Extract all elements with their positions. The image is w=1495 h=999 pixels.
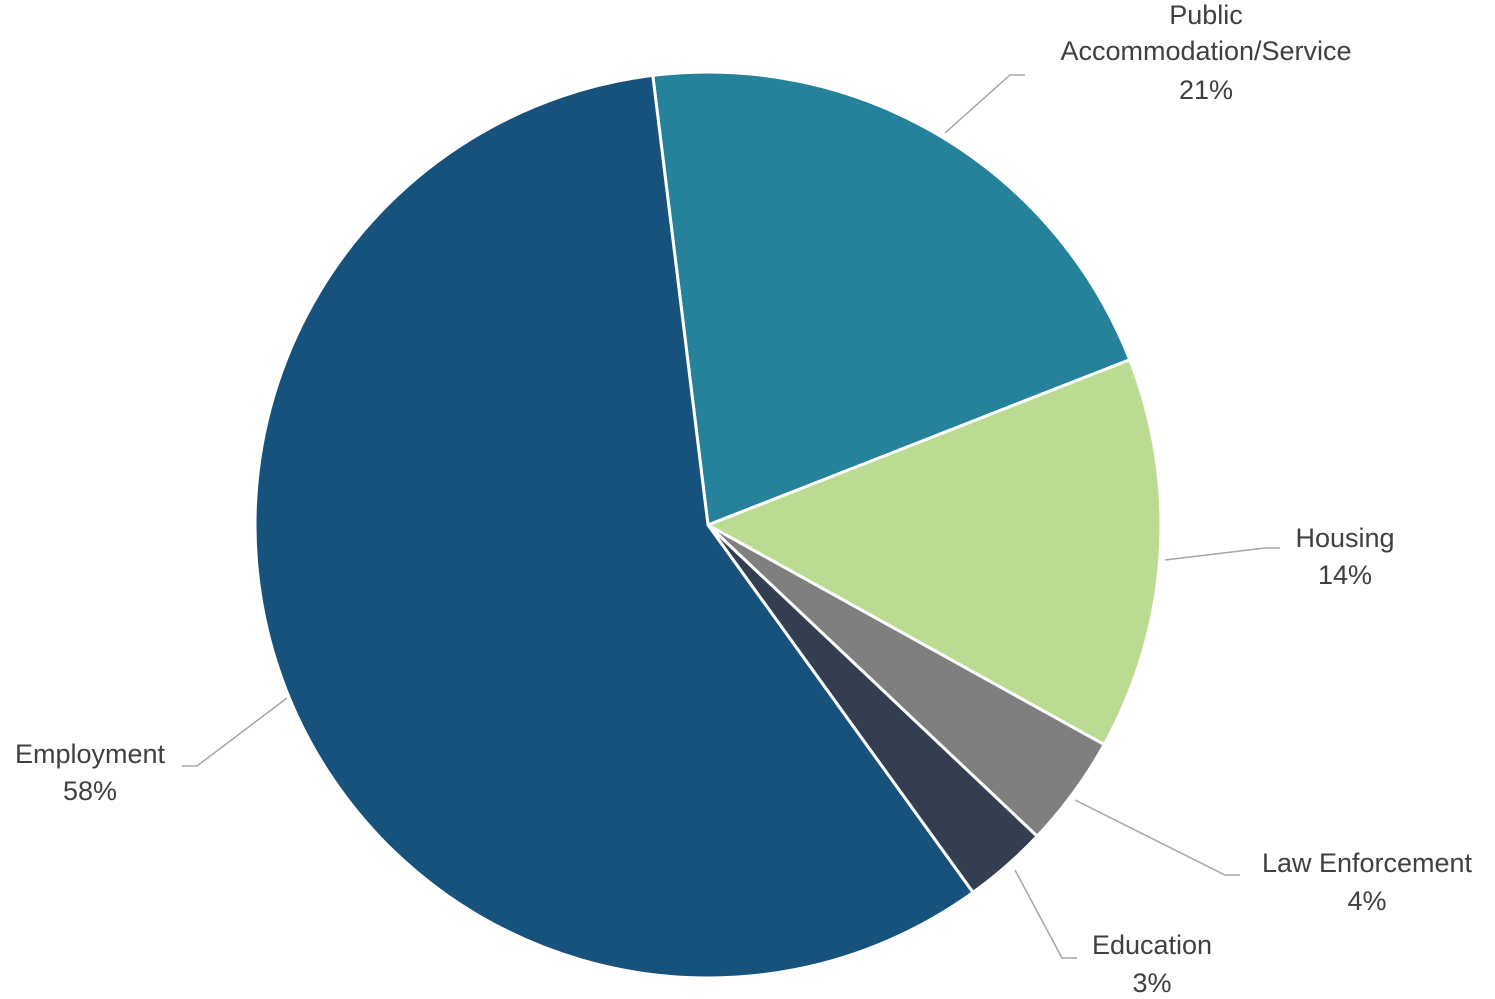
value-label: 58% <box>63 776 117 806</box>
pie-slice <box>253 73 975 980</box>
value-label: 3% <box>1132 968 1171 998</box>
slice-label: Public Accommodation/Service <box>1060 0 1351 66</box>
value-label: 14% <box>1318 560 1372 590</box>
value-label: 21% <box>1179 75 1233 105</box>
slice-label: Law Enforcement <box>1262 848 1473 878</box>
leader-line <box>182 697 288 767</box>
leader-line <box>1014 869 1077 959</box>
leader-line <box>1074 799 1240 876</box>
leader-line <box>944 74 1025 134</box>
value-label: 4% <box>1347 886 1386 916</box>
slice-label: Employment <box>15 739 166 769</box>
slice-label: Education <box>1092 930 1212 960</box>
pie-slice <box>651 70 1132 527</box>
pie-slice <box>706 358 1163 747</box>
pie <box>253 70 1163 980</box>
slice-label: Housing <box>1295 523 1394 553</box>
leader-line <box>1164 547 1280 561</box>
leader-lines <box>182 74 1280 959</box>
